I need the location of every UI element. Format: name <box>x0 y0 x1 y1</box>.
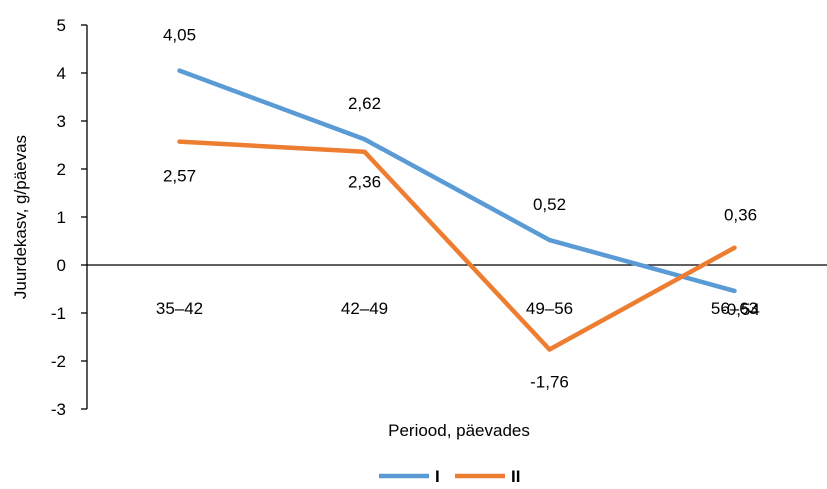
legend: I II <box>379 467 520 486</box>
y-tick-label: 1 <box>57 208 66 227</box>
y-tick-label: -1 <box>51 304 66 323</box>
data-label-I: 0,52 <box>533 195 566 214</box>
data-label-I: 2,62 <box>348 94 381 113</box>
data-label-II: 2,57 <box>163 167 196 186</box>
y-axis-title: Juurdekasv, g/päevas <box>11 135 30 299</box>
data-labels: 4,05 2,62 0,52 -0,54 2,57 2,36 -1,76 0,36 <box>163 26 760 392</box>
data-label-II: -1,76 <box>530 372 569 391</box>
legend-label-II: II <box>511 467 520 484</box>
data-label-I: 4,05 <box>163 26 196 45</box>
series-line-II <box>177 139 737 352</box>
x-category-label: 56–63 <box>711 299 758 318</box>
y-tick-label: 0 <box>57 256 66 275</box>
series-line-I <box>177 68 737 294</box>
y-tick-label: 3 <box>57 112 66 131</box>
x-axis-title: Periood, päevades <box>388 421 530 440</box>
x-category-label: 42–49 <box>341 299 388 318</box>
data-label-II: 0,36 <box>724 206 757 225</box>
data-label-II: 2,36 <box>348 173 381 192</box>
y-tick-label: 4 <box>57 64 66 83</box>
x-category-label: 35–42 <box>156 299 203 318</box>
data-label-I: -0,54 <box>721 300 760 319</box>
series-lines <box>177 68 737 352</box>
y-tick-label: 2 <box>57 160 66 179</box>
x-category-label: 49–56 <box>526 299 573 318</box>
y-tick-label: -2 <box>51 352 66 371</box>
y-tick-label: -3 <box>51 400 66 419</box>
y-tick-label: 5 <box>57 16 66 35</box>
axes: 5 4 3 2 1 0 -1 -2 -3 35–42 42–49 49–56 56–63 <box>51 16 827 419</box>
legend-label-I: I <box>435 467 440 484</box>
